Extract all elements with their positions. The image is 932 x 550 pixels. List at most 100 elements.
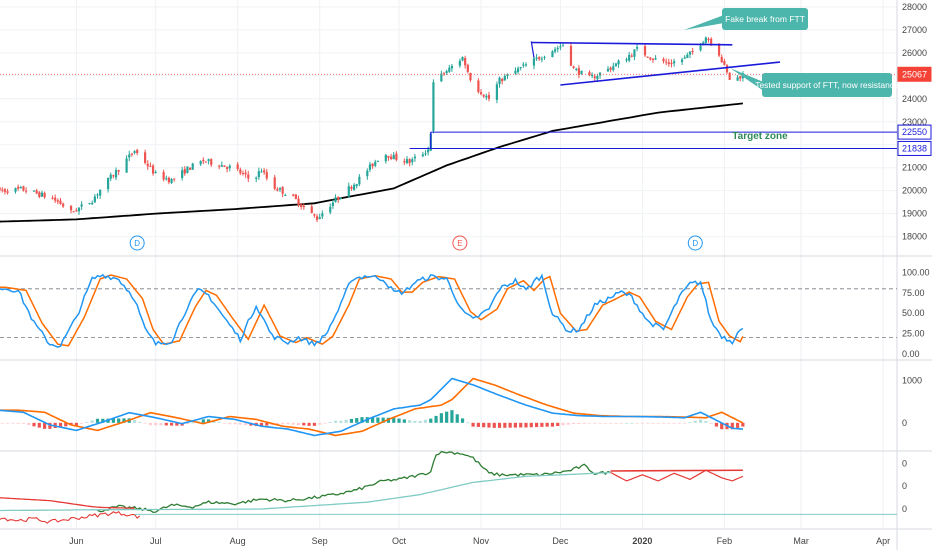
y-axes: 2800027000260002500024000230002200021000… bbox=[897, 2, 932, 514]
candle-body bbox=[223, 165, 226, 167]
candle-body bbox=[649, 57, 652, 60]
level-badge: 22550 bbox=[902, 127, 927, 137]
macd-histogram-bar bbox=[445, 411, 449, 423]
candle-body bbox=[680, 59, 684, 63]
candle-body bbox=[408, 159, 411, 164]
obv-cyan-line bbox=[0, 471, 611, 512]
candle-body bbox=[207, 159, 210, 162]
candle-body bbox=[278, 188, 282, 190]
macd-histogram-bar bbox=[566, 422, 570, 425]
x-tick-label: Dec bbox=[552, 536, 569, 546]
macd-histogram-bar bbox=[471, 422, 475, 427]
macd-y-tick: 0 bbox=[902, 418, 907, 428]
candle-body bbox=[662, 58, 665, 62]
stochastic-panel bbox=[0, 273, 897, 348]
candle-body bbox=[321, 213, 324, 217]
macd-histogram-bar bbox=[392, 417, 396, 423]
macd-histogram-bar bbox=[646, 422, 650, 424]
candle-body bbox=[514, 70, 517, 74]
macd-line bbox=[0, 377, 743, 437]
price-y-tick: 19000 bbox=[902, 209, 927, 219]
price-y-tick: 23000 bbox=[902, 117, 927, 127]
macd-histogram-bar bbox=[598, 422, 602, 424]
macd-histogram-bar bbox=[355, 418, 359, 423]
level-badge-box bbox=[897, 124, 932, 140]
candle-body bbox=[69, 205, 73, 211]
macd-histogram-bar bbox=[402, 419, 406, 423]
macd-histogram-bar bbox=[714, 422, 719, 427]
candle-body bbox=[580, 70, 583, 75]
macd-histogram-bar bbox=[381, 417, 385, 423]
macd-histogram-bar bbox=[233, 422, 237, 425]
macd-y-tick: 1000 bbox=[902, 376, 922, 386]
candle-body bbox=[450, 65, 454, 69]
obv-y-tick: 0 bbox=[902, 504, 907, 514]
macd-histogram-bar bbox=[349, 418, 354, 423]
candle-body bbox=[535, 57, 538, 59]
candle-body bbox=[188, 167, 192, 170]
callout-tested-support-box bbox=[762, 73, 892, 97]
obv-green-line bbox=[97, 450, 611, 513]
macd-histogram-bar bbox=[207, 419, 211, 423]
macd-histogram-bar bbox=[43, 422, 47, 429]
macd-histogram-bar bbox=[455, 414, 459, 423]
macd-histogram-bar bbox=[508, 422, 512, 428]
macd-histogram-bar bbox=[556, 422, 560, 426]
macd-histogram-bar bbox=[524, 422, 528, 428]
candle-body bbox=[667, 62, 670, 65]
macd-histogram-bar bbox=[333, 420, 338, 423]
macd-histogram-bar bbox=[619, 422, 623, 424]
candle-body bbox=[739, 76, 742, 79]
candle-body bbox=[371, 163, 374, 167]
callout-tested-support-pointer bbox=[730, 68, 762, 90]
candle-body bbox=[368, 164, 372, 170]
candle-body bbox=[501, 78, 504, 82]
candle-body bbox=[609, 67, 612, 70]
event-marker-label: D bbox=[692, 239, 698, 248]
macd-histogram-bar bbox=[117, 418, 121, 423]
macd-histogram-bar bbox=[138, 421, 142, 423]
stoch-y-tick: 0.00 bbox=[902, 349, 920, 359]
candle-body bbox=[109, 174, 112, 179]
macd-histogram-bar bbox=[497, 422, 502, 428]
macd-histogram-bar bbox=[698, 419, 703, 423]
candle-body bbox=[506, 74, 509, 76]
candle-body bbox=[503, 76, 506, 81]
obv-red-line bbox=[0, 497, 135, 509]
macd-histogram-bar bbox=[397, 418, 401, 423]
macd-histogram-bar bbox=[640, 422, 644, 424]
candle-body bbox=[646, 56, 649, 58]
candle-body bbox=[276, 189, 279, 191]
stoch-k-line bbox=[0, 273, 744, 348]
macd-histogram-bar bbox=[529, 422, 533, 428]
channel-bottom-line bbox=[560, 61, 781, 86]
candle-body bbox=[281, 187, 284, 194]
candle-body bbox=[260, 171, 263, 173]
candle-body bbox=[635, 47, 639, 49]
macd-histogram-bar bbox=[222, 422, 227, 424]
macd-histogram-bar bbox=[577, 422, 581, 425]
macd-histogram-bar bbox=[191, 422, 195, 424]
candle-body bbox=[59, 200, 62, 204]
macd-histogram-bar bbox=[16, 422, 20, 424]
candle-body bbox=[350, 187, 353, 189]
candle-body bbox=[202, 159, 205, 162]
candle-body bbox=[310, 206, 313, 214]
macd-histogram-bar bbox=[101, 418, 105, 423]
candle-body bbox=[154, 171, 157, 173]
macd-histogram-bar bbox=[487, 422, 491, 428]
macd-histogram-bar bbox=[429, 418, 433, 423]
macd-histogram-bar bbox=[328, 422, 332, 423]
candle-body bbox=[532, 58, 536, 66]
candle-body bbox=[413, 156, 417, 159]
candle-body bbox=[538, 57, 541, 60]
candle-body bbox=[686, 54, 689, 58]
candle-body bbox=[284, 194, 287, 196]
candle-body bbox=[313, 214, 316, 216]
candle-body bbox=[292, 194, 295, 196]
candle-body bbox=[0, 187, 1, 191]
candle-body bbox=[106, 177, 110, 190]
macd-histogram-bar bbox=[672, 422, 676, 424]
candle-body bbox=[569, 45, 573, 66]
